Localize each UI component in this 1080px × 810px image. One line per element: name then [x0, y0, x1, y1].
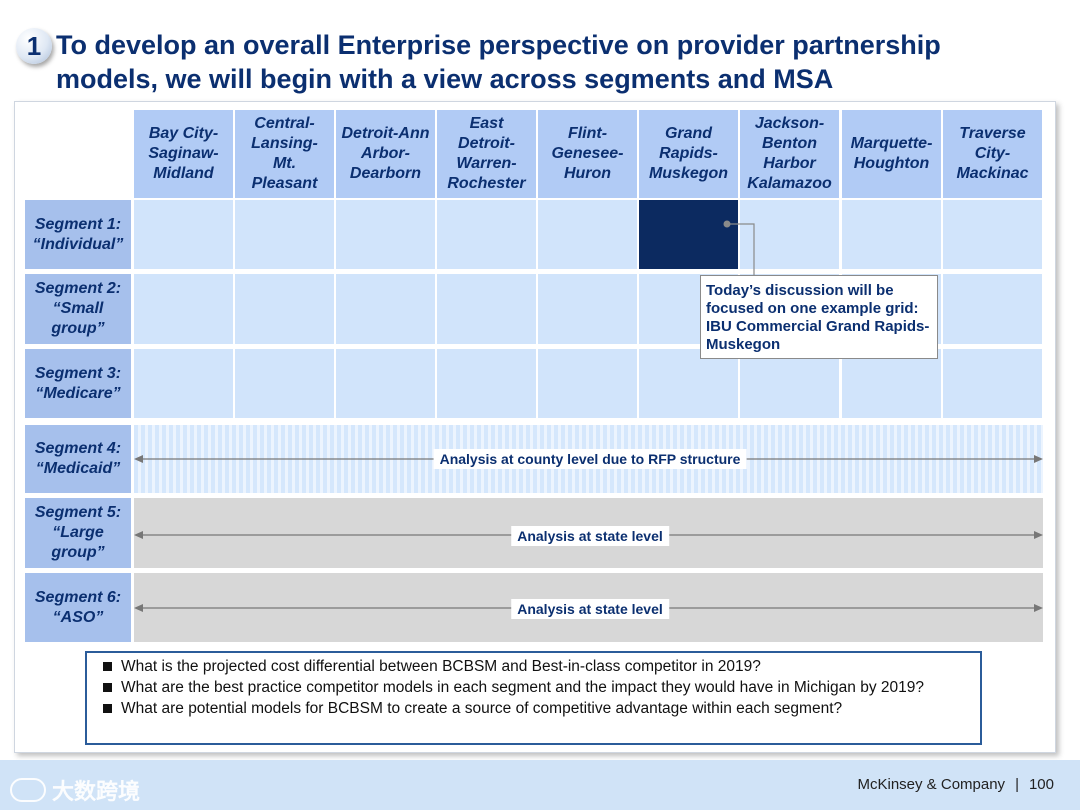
grid-cell	[740, 200, 839, 269]
large-group-band-label: Analysis at state level	[511, 526, 669, 546]
grid-cell	[134, 349, 233, 418]
msa-column-header: East Detroit- Warren- Rochester	[437, 110, 536, 198]
question-text: What are the best practice competitor mo…	[121, 679, 925, 696]
grid-cell	[235, 200, 334, 269]
company-name: McKinsey & Company	[857, 776, 1006, 793]
segment-row-header: Segment 6: “ASO”	[25, 573, 131, 642]
msa-column-header: Central- Lansing- Mt. Pleasant	[235, 110, 334, 198]
square-bullet-icon	[103, 662, 112, 671]
grid-cell	[538, 200, 637, 269]
msa-column-header: Flint- Genesee- Huron	[538, 110, 637, 198]
grid-cell	[639, 349, 738, 418]
grid-cell	[134, 200, 233, 269]
msa-column-header: Marquette- Houghton	[842, 110, 941, 198]
aso-band-label: Analysis at state level	[511, 599, 669, 619]
key-questions-box: What is the projected cost differential …	[85, 651, 982, 745]
highlighted-grid-cell	[639, 200, 738, 269]
page-number: 100	[1028, 776, 1054, 793]
discussion-callout: Today’s discussion will be focused on on…	[700, 275, 938, 359]
question-text: What is the projected cost differential …	[121, 658, 761, 675]
grid-cell	[943, 349, 1042, 418]
callout-connector	[723, 220, 755, 275]
grid-cell	[538, 274, 637, 344]
question-text: What are potential models for BCBSM to c…	[121, 700, 843, 717]
grid-cell	[740, 349, 839, 418]
square-bullet-icon	[103, 683, 112, 692]
grid-cell	[336, 274, 435, 344]
grid-cell	[943, 200, 1042, 269]
segment-row-header: Segment 4: “Medicaid”	[25, 425, 131, 493]
watermark-logo-icon	[10, 778, 46, 802]
question-item: What are the best practice competitor mo…	[101, 677, 972, 698]
grid-cell	[842, 200, 941, 269]
segment-row-header: Segment 1: “Individual”	[25, 200, 131, 269]
segment-row-header: Segment 3: “Medicare”	[25, 349, 131, 418]
grid-cell	[437, 200, 536, 269]
footer-bar: 大数跨境 McKinsey & Company | 100	[0, 760, 1080, 810]
square-bullet-icon	[103, 704, 112, 713]
msa-column-header: Grand Rapids- Muskegon	[639, 110, 738, 198]
grid-cell	[235, 349, 334, 418]
grid-cell	[437, 349, 536, 418]
grid-cell	[235, 274, 334, 344]
msa-column-header: Jackson- Benton Harbor Kalamazoo	[740, 110, 839, 198]
grid-cell	[437, 274, 536, 344]
grid-cell	[134, 274, 233, 344]
grid-cell	[336, 200, 435, 269]
grid-cell	[842, 349, 941, 418]
medicaid-band-label: Analysis at county level due to RFP stru…	[433, 449, 747, 469]
footer-source: McKinsey & Company | 100	[858, 776, 1055, 793]
grid-cell	[336, 349, 435, 418]
segment-row-header: Segment 5: “Large group”	[25, 498, 131, 568]
watermark: 大数跨境	[10, 774, 140, 806]
msa-column-header: Traverse City- Mackinac	[943, 110, 1042, 198]
msa-column-header: Detroit-Ann Arbor- Dearborn	[336, 110, 435, 198]
grid-cell	[943, 274, 1042, 344]
step-number-badge: 1	[16, 28, 52, 64]
grid-cell	[538, 349, 637, 418]
question-item: What is the projected cost differential …	[101, 656, 972, 677]
footer-separator: |	[1015, 776, 1019, 793]
segment-row-header: Segment 2: “Small group”	[25, 274, 131, 344]
watermark-text: 大数跨境	[52, 779, 141, 804]
slide-title: To develop an overall Enterprise perspec…	[56, 30, 941, 94]
question-item: What are potential models for BCBSM to c…	[101, 698, 972, 719]
title-row: 1 To develop an overall Enterprise persp…	[14, 28, 1064, 100]
msa-column-header: Bay City- Saginaw- Midland	[134, 110, 233, 198]
